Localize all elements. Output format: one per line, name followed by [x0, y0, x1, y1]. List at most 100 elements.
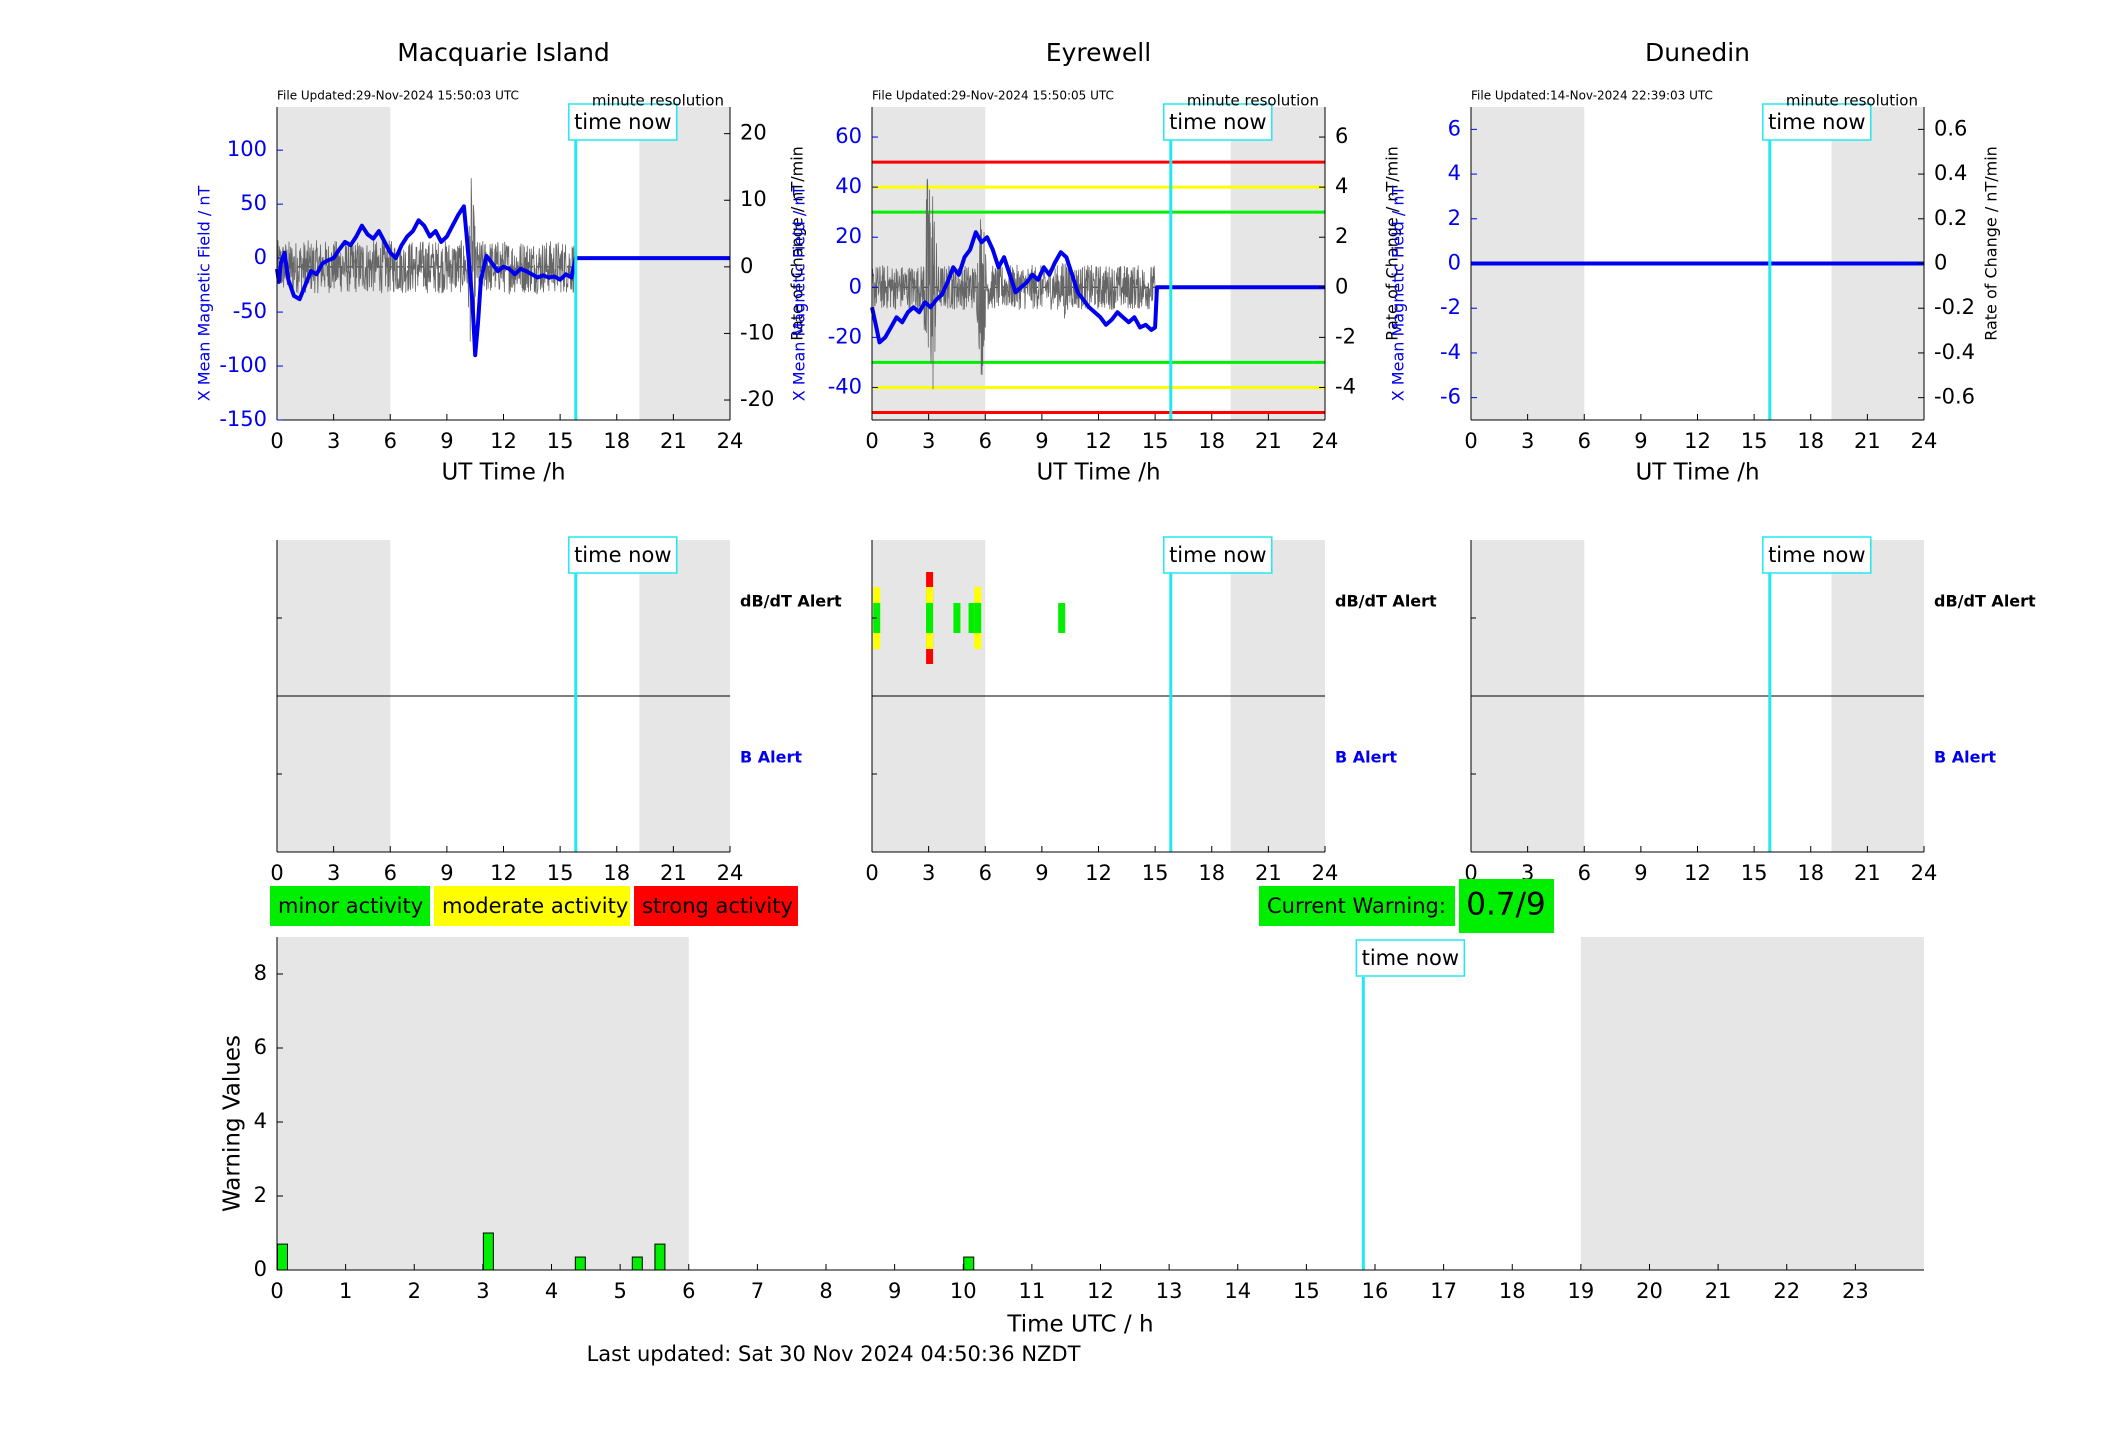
x-tick-label: 0 [270, 1279, 283, 1303]
x-tick-label: 19 [1568, 1279, 1595, 1303]
x-tick-label: 5 [613, 1279, 626, 1303]
x-tick-label: 12 [1684, 861, 1711, 885]
x-tick-label: 9 [1634, 429, 1647, 453]
y-tick-label: 6 [254, 1035, 267, 1059]
time-now-label: time now [1169, 110, 1266, 134]
x-tick-label: 18 [603, 429, 630, 453]
dbdt-alert-minor [974, 603, 982, 633]
activity-legend: minor activity moderate activity strong ac… [270, 886, 798, 926]
left-y-tick-label: 50 [240, 191, 267, 215]
time-now-box [1355, 939, 1466, 977]
x-tick-label: 9 [888, 1279, 901, 1303]
legend-swatch-minor [270, 886, 430, 926]
x-tick-label: 8 [819, 1279, 832, 1303]
right-y-tick-label: -0.4 [1934, 340, 1975, 364]
left-y-tick-label: 20 [835, 224, 862, 248]
right-y-tick-label: -10 [740, 320, 774, 344]
x-tick-label: 15 [1741, 861, 1768, 885]
rate-axis-label: Rate of Change / nT/min [1383, 146, 1402, 341]
legend-label-moderate: moderate activity [442, 894, 628, 918]
left-y-tick-label: -50 [233, 299, 267, 323]
current-warning: Current Warning: 0.7/9 [1259, 879, 1554, 933]
dbdt-alert-label: dB/dT Alert [1335, 592, 1437, 611]
legend-swatch-moderate [434, 886, 630, 926]
night-shade [277, 937, 689, 1270]
time-now-box [1762, 103, 1872, 141]
x-tick-label: 13 [1156, 1279, 1183, 1303]
rate-of-change-trace [871, 178, 1156, 390]
warning-bar [654, 1243, 666, 1271]
legend-label-minor: minor activity [278, 894, 423, 918]
time-now-label: time now [574, 110, 671, 134]
x-tick-label: 18 [1198, 861, 1225, 885]
x-tick-label: 0 [865, 429, 878, 453]
x-tick-label: 21 [1854, 861, 1881, 885]
file-updated-label: File Updated:29-Nov-2024 15:50:05 UTC [872, 89, 1114, 103]
y-tick-label: 2 [254, 1183, 267, 1207]
minute-resolution-label: minute resolution [1187, 92, 1319, 110]
x-tick-label: 21 [1255, 429, 1282, 453]
x-tick-label: 9 [1634, 861, 1647, 885]
x-tick-label: 15 [547, 429, 574, 453]
left-y-tick-label: -20 [828, 324, 862, 348]
x-tick-label: 24 [717, 861, 744, 885]
x-tick-label: 24 [1312, 429, 1339, 453]
x-tick-label: 21 [660, 861, 687, 885]
x-tick-label: 9 [440, 861, 453, 885]
x-axis-label: Time UTC / h [1006, 1312, 1153, 1338]
warning-bar [276, 1243, 288, 1271]
x-tick-label: 10 [950, 1279, 977, 1303]
x-tick-label: 15 [1293, 1279, 1320, 1303]
left-y-tick-label: 60 [835, 124, 862, 148]
x-tick-label: 11 [1019, 1279, 1046, 1303]
time-now-label: time now [574, 543, 671, 567]
y-tick-label: 0 [254, 1257, 267, 1281]
rate-axis-label: Rate of Change / nT/min [788, 146, 807, 341]
left-y-tick-label: 100 [227, 137, 267, 161]
x-tick-label: 14 [1224, 1279, 1251, 1303]
x-tick-label: 7 [751, 1279, 764, 1303]
x-tick-label: 0 [270, 429, 283, 453]
dbdt-alert-minor [1058, 603, 1066, 633]
x-tick-label: 15 [1741, 429, 1768, 453]
x-mean-field-line [870, 230, 1325, 345]
x-tick-label: 18 [1797, 429, 1824, 453]
x-tick-label: 12 [1085, 429, 1112, 453]
x-field-axis-label: X Mean Magnetic Field / nT [1389, 186, 1408, 402]
minute-resolution-label: minute resolution [1786, 92, 1918, 110]
right-y-tick-label: -0.2 [1934, 295, 1975, 319]
x-tick-label: 0 [865, 861, 878, 885]
x-tick-label: 23 [1842, 1279, 1869, 1303]
station-panel-0: Macquarie Island time now 0 3 6 9 12 15 18 21 24 UT… [195, 38, 843, 885]
y-axis-label: Warning Values [220, 1035, 246, 1212]
x-tick-label: 6 [979, 861, 992, 885]
x-tick-label: 17 [1430, 1279, 1457, 1303]
right-y-tick-label: 0.2 [1934, 206, 1967, 230]
x-tick-label: 24 [717, 429, 744, 453]
x-tick-label: 15 [1142, 429, 1169, 453]
x-tick-label: 6 [1578, 429, 1591, 453]
time-now-box [568, 536, 678, 574]
night-shade [1230, 107, 1325, 420]
x-tick-label: 3 [327, 861, 340, 885]
x-tick-label: 21 [1705, 1279, 1732, 1303]
x-field-axis-label: X Mean Magnetic Field / nT [790, 186, 809, 402]
time-now-box [1762, 536, 1872, 574]
warning-bar [574, 1256, 586, 1271]
alert-plot: time now 0 3 6 9 12 15 18 21 24 dB/dT Alert B Alert [865, 536, 1437, 885]
legend-swatch-strong [634, 886, 798, 926]
night-shade [1580, 937, 1924, 1270]
x-tick-label: 18 [1499, 1279, 1526, 1303]
time-now-box [568, 103, 678, 141]
x-tick-label: 24 [1312, 861, 1339, 885]
y-tick-label: 8 [254, 961, 267, 985]
station-title: Macquarie Island [397, 38, 610, 67]
x-axis-label: UT Time /h [1036, 460, 1160, 486]
time-now-label: time now [1362, 946, 1459, 970]
x-tick-label: 18 [1797, 861, 1824, 885]
x-tick-label: 18 [603, 861, 630, 885]
x-tick-label: 9 [1035, 429, 1048, 453]
